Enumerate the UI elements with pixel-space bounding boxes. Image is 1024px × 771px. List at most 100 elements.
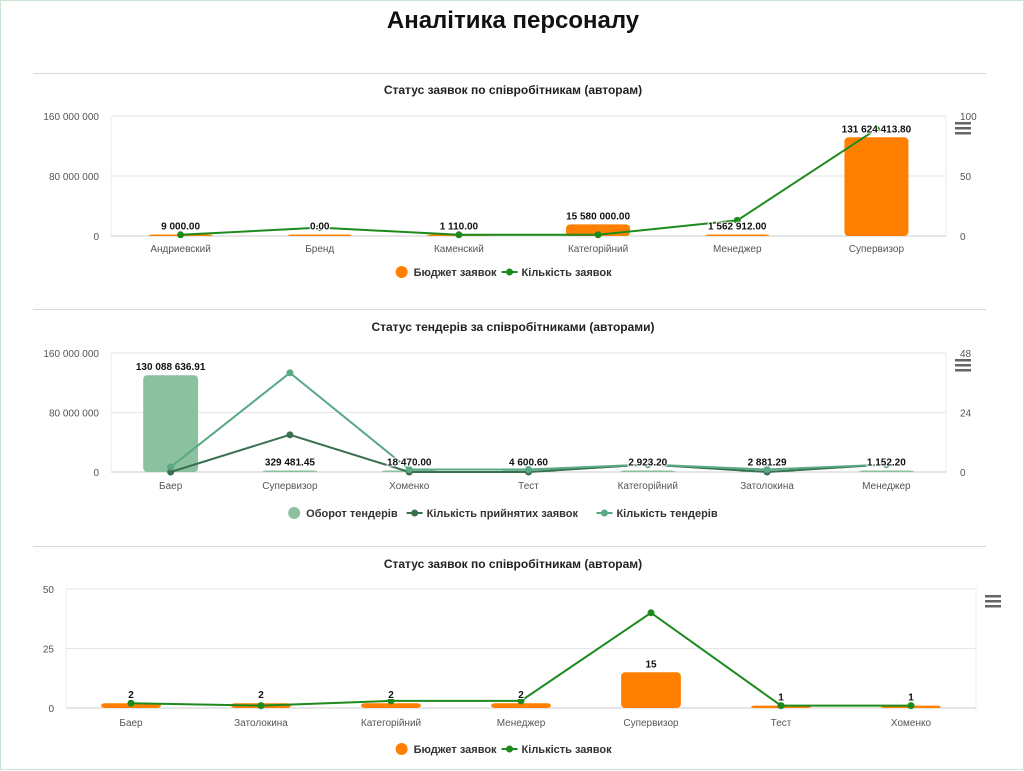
divider (33, 546, 986, 547)
x-tick-label: Тест (518, 481, 539, 492)
bar (621, 672, 681, 708)
x-tick-label: Андриевский (150, 244, 210, 255)
data-label: 1 152.20 (867, 458, 906, 469)
chart-title: Статус заявок по співробітникам (авторам… (384, 557, 642, 571)
y-tick-right: 24 (960, 409, 972, 420)
x-tick-label: Супервизор (849, 244, 905, 255)
line-point (647, 609, 655, 617)
hamburger-menu-icon[interactable] (955, 127, 971, 130)
bar (287, 234, 352, 236)
chart-title: Статус тендерів за співробітниками (авто… (371, 320, 654, 334)
data-label: 1 110.00 (440, 222, 479, 233)
y-tick-right: 0 (960, 232, 966, 243)
line-point (177, 231, 185, 239)
x-tick-label: Хоменко (891, 718, 932, 729)
x-tick-label: Бренд (305, 244, 334, 255)
bar (705, 234, 770, 236)
data-label: 15 580 000.00 (566, 211, 630, 222)
hamburger-menu-icon[interactable] (955, 132, 971, 135)
legend-marker[interactable] (506, 745, 514, 753)
x-tick-label: Затолокина (740, 481, 794, 492)
hamburger-menu-icon[interactable] (955, 359, 971, 362)
page-title: Аналітика персоналу (386, 7, 640, 34)
legend-item[interactable]: Оборот тендерів (306, 508, 398, 520)
line-point (517, 697, 525, 705)
line-point (387, 697, 395, 705)
y-tick-right: 100 (960, 112, 977, 123)
legend-item[interactable]: Кількість тендерів (616, 508, 717, 520)
line-point (455, 231, 463, 239)
x-tick-label: Затолокина (234, 718, 288, 729)
legend-marker[interactable] (411, 509, 419, 517)
bar (262, 470, 318, 472)
data-label: 2 (518, 690, 524, 701)
bar (858, 470, 914, 472)
x-tick-label: Тест (771, 718, 792, 729)
y-tick-left: 25 (43, 645, 55, 656)
data-label: 18 470.00 (387, 458, 432, 469)
x-tick-label: Категорійний (618, 481, 678, 492)
data-label: 1 (908, 693, 914, 704)
y-tick-right: 0 (960, 468, 966, 479)
x-tick-label: Супервизор (623, 718, 679, 729)
y-tick-left: 50 (43, 585, 55, 596)
data-label: 2 (388, 690, 394, 701)
line-point (286, 431, 294, 439)
y-tick-left: 80 000 000 (49, 409, 99, 420)
data-label: 130 088 636.91 (136, 362, 206, 373)
bar (361, 703, 421, 708)
legend-item[interactable]: Бюджет заявок (414, 744, 497, 756)
y-tick-left: 160 000 000 (43, 112, 99, 123)
legend-marker[interactable] (506, 268, 514, 276)
data-label: 329 481.45 (265, 458, 315, 469)
y-tick-left: 0 (48, 704, 54, 715)
line-point (594, 231, 602, 239)
legend-marker[interactable] (600, 509, 608, 517)
legend-item[interactable]: Бюджет заявок (414, 267, 497, 279)
data-label: 15 (645, 659, 657, 670)
bar (620, 470, 676, 472)
hamburger-menu-icon[interactable] (955, 122, 971, 125)
x-tick-label: Хоменко (389, 481, 430, 492)
legend-marker[interactable] (395, 743, 408, 755)
y-tick-left: 160 000 000 (43, 349, 99, 360)
line-point (127, 699, 135, 707)
hamburger-menu-icon[interactable] (985, 605, 1001, 608)
x-tick-label: Менеджер (713, 244, 762, 255)
line-point (777, 702, 785, 710)
x-tick-label: Каменский (434, 244, 484, 255)
hamburger-menu-icon[interactable] (955, 369, 971, 372)
chart-tenders-by-author: Статус тендерів за співробітниками (авто… (43, 320, 972, 520)
data-label: 4 600.60 (509, 458, 548, 469)
divider (33, 73, 986, 74)
x-tick-label: Супервизор (262, 481, 318, 492)
line-point (316, 224, 324, 232)
data-label: 2 (128, 690, 134, 701)
divider (33, 309, 986, 310)
line-point (257, 702, 265, 710)
legend-marker[interactable] (395, 266, 408, 278)
legend-item[interactable]: Кількість заявок (522, 267, 613, 279)
x-tick-label: Баер (119, 718, 143, 729)
legend-marker[interactable] (288, 507, 301, 519)
chart-requests-by-author: Статус заявок по співробітникам (авторам… (43, 83, 977, 279)
bar (143, 375, 199, 472)
hamburger-menu-icon[interactable] (985, 600, 1001, 603)
data-label: 2 881.29 (748, 458, 787, 469)
hamburger-menu-icon[interactable] (955, 364, 971, 367)
hamburger-menu-icon[interactable] (985, 595, 1001, 598)
line-point (872, 125, 880, 133)
legend-item[interactable]: Кількість заявок (522, 744, 613, 756)
y-tick-left: 80 000 000 (49, 172, 99, 183)
line-point (525, 466, 532, 474)
y-tick-left: 0 (93, 232, 99, 243)
data-label: 1 562 912.00 (708, 222, 767, 233)
line-point (286, 369, 294, 377)
data-label: 0.00 (310, 222, 330, 233)
line-point (167, 463, 175, 471)
data-label: 2 923.20 (628, 458, 667, 469)
x-tick-label: Менеджер (862, 481, 911, 492)
legend-item[interactable]: Кількість прийнятих заявок (427, 508, 579, 520)
data-label: 2 (258, 690, 264, 701)
bar (491, 703, 551, 708)
